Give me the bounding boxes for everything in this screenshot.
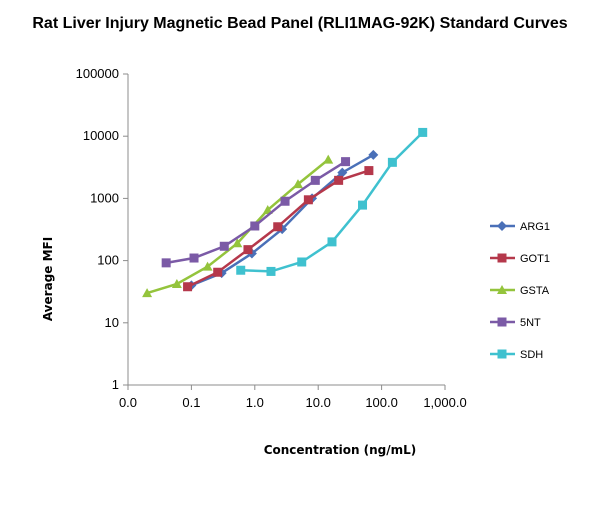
- data-point-gsta: [232, 238, 243, 248]
- series-5nt: [161, 157, 351, 268]
- legend-label-gsta: GSTA: [520, 285, 550, 297]
- x-tick-label: 1,000.0: [423, 395, 466, 410]
- legend-label-got1: GOT1: [520, 253, 550, 265]
- data-point-5nt: [161, 258, 171, 268]
- y-tick-label: 100: [97, 253, 119, 268]
- data-point-sdh: [418, 127, 428, 137]
- data-point-sdh: [327, 237, 337, 247]
- legend-item-arg1: ARG1: [490, 221, 550, 233]
- plot-axes: 1 10 100 1000 10000 100000 0.0 0.1 1.0 10.0 100.0 1…: [76, 66, 467, 410]
- data-point-5nt: [310, 175, 320, 185]
- series-got1: [183, 166, 374, 292]
- x-tick-label: 1.0: [246, 395, 264, 410]
- data-point-sdh: [236, 265, 246, 275]
- legend-marker-got1: [497, 253, 507, 263]
- data-point-gsta: [292, 179, 303, 189]
- y-axis-title: Average MFI: [41, 237, 55, 321]
- legend-label-sdh: SDH: [520, 349, 543, 361]
- series-gsta: [142, 154, 334, 298]
- legend-label-arg1: ARG1: [520, 221, 550, 233]
- legend-item-sdh: SDH: [490, 349, 543, 361]
- legend: ARG1 GOT1 GSTA 5NT SDH: [490, 221, 550, 361]
- data-point-5nt: [280, 196, 290, 206]
- data-point-gsta: [142, 288, 153, 298]
- legend-item-got1: GOT1: [490, 253, 550, 265]
- legend-item-gsta: GSTA: [490, 285, 550, 297]
- y-tick-label: 1000: [90, 190, 119, 205]
- data-point-5nt: [189, 253, 199, 263]
- data-point-got1: [303, 195, 313, 205]
- data-point-gsta: [202, 261, 213, 271]
- series-line-sdh: [240, 131, 424, 273]
- data-point-5nt: [250, 221, 260, 231]
- x-tick-label: 100.0: [365, 395, 398, 410]
- x-tick-label: 0.0: [119, 395, 137, 410]
- data-point-got1: [183, 282, 193, 292]
- data-point-sdh: [387, 157, 397, 167]
- chart-title: Rat Liver Injury Magnetic Bead Panel (RL…: [32, 15, 567, 32]
- x-tick-label: 10.0: [306, 395, 331, 410]
- legend-marker-arg1: [497, 221, 507, 231]
- data-point-sdh: [358, 200, 368, 210]
- legend-marker-gsta: [497, 285, 507, 294]
- legend-label-5nt: 5NT: [520, 317, 541, 329]
- x-axis-title: Concentration (ng/mL): [264, 443, 417, 457]
- data-point-got1: [364, 166, 374, 176]
- data-point-arg1: [368, 149, 379, 160]
- y-tick-label: 100000: [76, 66, 119, 81]
- data-point-got1: [243, 245, 253, 255]
- y-tick-label: 10: [105, 315, 119, 330]
- series-sdh: [236, 127, 428, 276]
- data-point-got1: [213, 267, 223, 277]
- data-point-got1: [273, 222, 283, 232]
- x-tick-label: 0.1: [182, 395, 200, 410]
- data-point-gsta: [171, 279, 182, 289]
- legend-item-5nt: 5NT: [490, 317, 541, 329]
- legend-marker-5nt: [497, 317, 507, 327]
- y-tick-label: 10000: [83, 128, 119, 143]
- y-tick-label: 1: [112, 377, 119, 392]
- data-point-sdh: [297, 257, 307, 267]
- legend-marker-sdh: [497, 349, 507, 359]
- data-point-sdh: [266, 266, 276, 276]
- plot-series: [142, 127, 428, 298]
- data-point-got1: [334, 175, 344, 185]
- data-point-5nt: [341, 157, 351, 167]
- series-line-arg1: [190, 153, 374, 287]
- data-point-5nt: [219, 241, 229, 251]
- data-point-gsta: [323, 154, 334, 164]
- data-point-arg1: [337, 167, 348, 178]
